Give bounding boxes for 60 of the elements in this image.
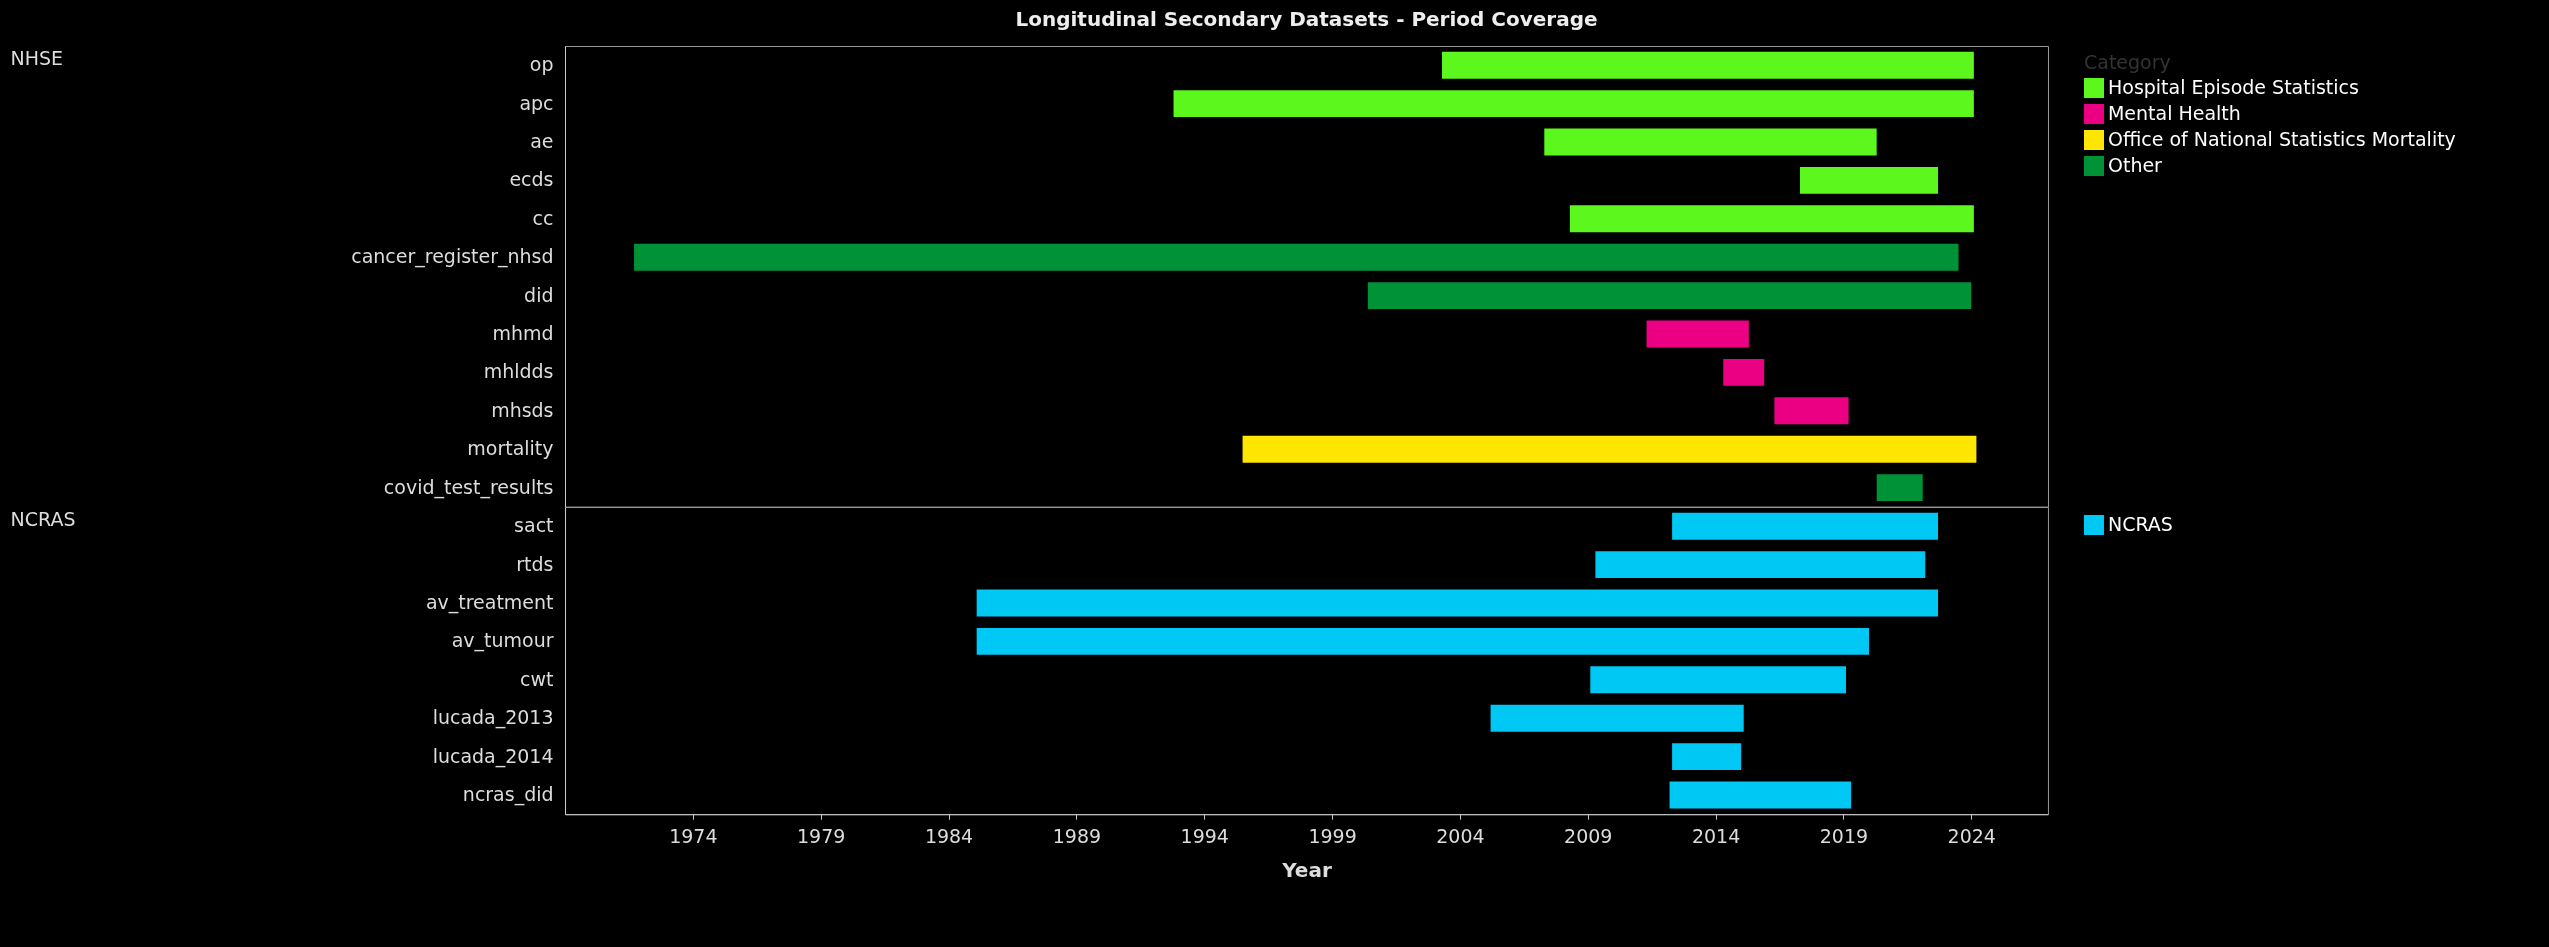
y-tick-label: ae (530, 130, 554, 152)
bar (1442, 51, 1974, 79)
x-tick-label: 2024 (1947, 824, 1996, 847)
y-tick-label: lucada_2014 (432, 744, 554, 768)
x-tick-label: 1984 (924, 824, 974, 847)
y-tick-label: apc (519, 91, 554, 114)
bar (1876, 474, 1923, 502)
y-tick-label: cancer_register_nhsd (351, 245, 554, 269)
x-tick-label: 1979 (797, 824, 846, 847)
bar (1774, 397, 1849, 425)
y-tick-label: rtds (516, 552, 554, 575)
y-tick-label: ecds (509, 168, 554, 191)
legend-label: Mental Health (2107, 102, 2241, 124)
bar (976, 589, 1939, 617)
bar (1723, 358, 1765, 386)
legend-label: Hospital Episode Statistics (2107, 76, 2359, 98)
bar (1569, 205, 1974, 233)
bar (1544, 128, 1877, 156)
x-tick-label: 2004 (1436, 824, 1485, 847)
y-tick-label: did (524, 283, 554, 306)
y-tick-label: ncras_did (462, 782, 554, 806)
bar (1242, 435, 1977, 463)
bar (1669, 781, 1852, 809)
bar (976, 627, 1869, 655)
x-axis-title: Year (1281, 857, 1332, 882)
y-tick-label: mhldds (483, 360, 554, 383)
y-tick-label: cc (532, 206, 554, 229)
y-tick-label: mhmd (492, 322, 554, 344)
chart-title: Longitudinal Secondary Datasets - Period Coverage (1015, 7, 1598, 31)
legend-label: NCRAS (2107, 512, 2173, 535)
x-tick-label: 1974 (669, 824, 718, 847)
y-tick-label: mortality (467, 437, 554, 460)
bar (1646, 320, 1749, 348)
legend-label: Other (2107, 154, 2163, 176)
bar (1173, 90, 1974, 118)
bar (634, 243, 1959, 271)
bar (1595, 550, 1926, 578)
x-tick-label: 1994 (1180, 824, 1229, 847)
bar (1367, 282, 1972, 310)
bar (1672, 742, 1742, 770)
y-axis-title: NCRAS (10, 508, 76, 531)
y-tick-label: cwt (520, 667, 554, 690)
x-tick-label: 2009 (1564, 824, 1613, 847)
legend-label: Office of National Statistics Mortality (2107, 128, 2456, 150)
y-tick-label: lucada_2013 (432, 705, 554, 729)
y-tick-label: av_treatment (425, 590, 554, 614)
x-tick-label: 2019 (1819, 824, 1869, 847)
x-tick-label: 1999 (1308, 824, 1357, 847)
y-tick-label: mhsds (491, 398, 554, 421)
x-tick-label: 2014 (1691, 824, 1741, 847)
bar (1799, 166, 1939, 194)
x-tick-label: 1989 (1052, 824, 1102, 847)
y-axis-title: NHSE (10, 47, 64, 70)
y-tick-label: sact (514, 514, 554, 536)
bar (1672, 512, 1939, 540)
bar (1590, 666, 1846, 694)
y-tick-label: op (529, 53, 554, 76)
y-tick-label: covid_test_results (383, 475, 554, 499)
y-tick-label: av_tumour (451, 629, 554, 653)
bar (1490, 704, 1744, 732)
